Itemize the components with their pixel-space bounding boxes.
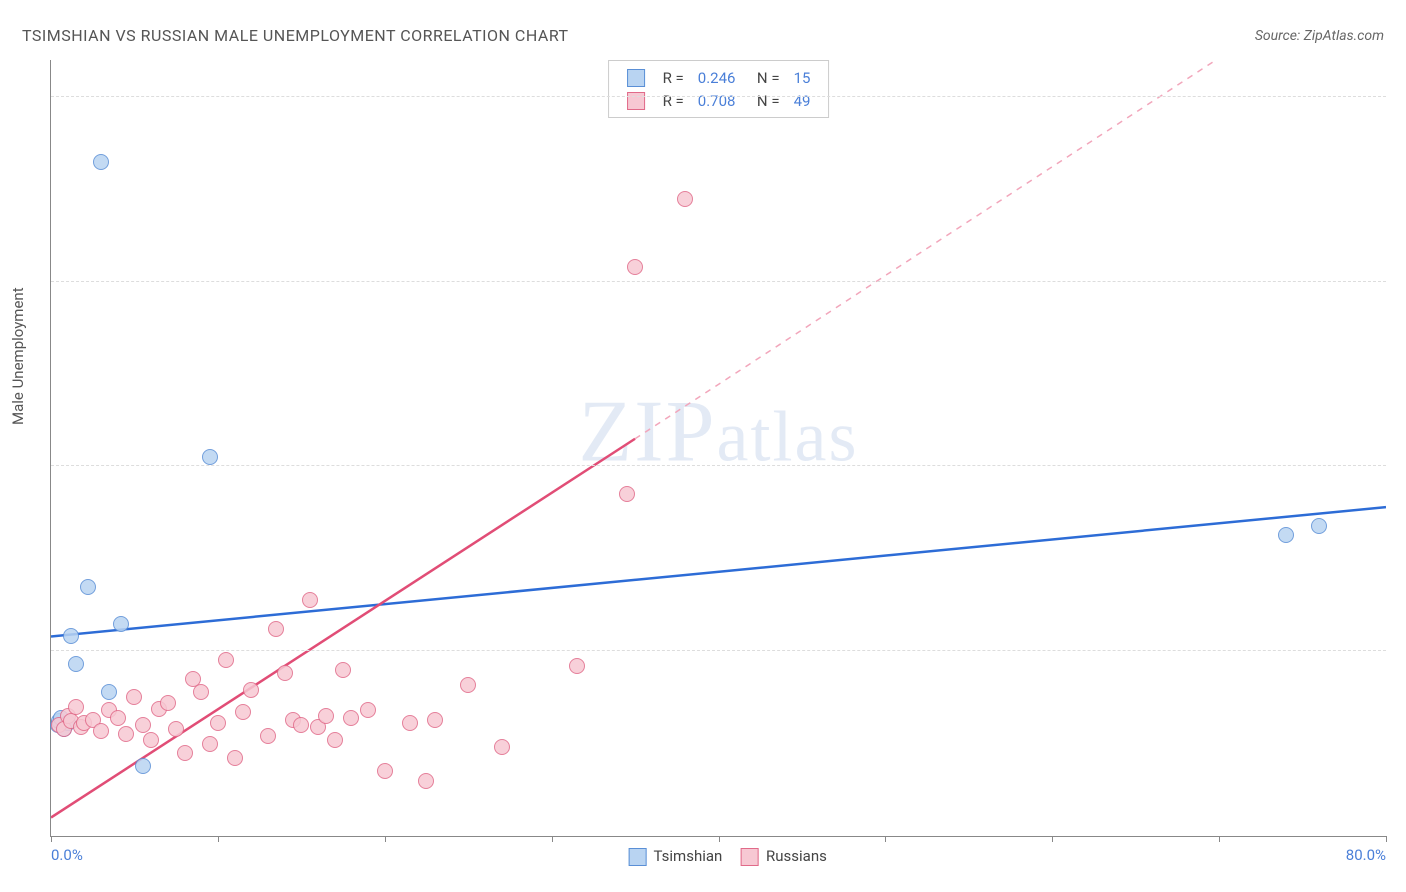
- x-tick: [51, 836, 52, 842]
- scatter-point: [1278, 527, 1294, 543]
- scatter-point: [202, 736, 218, 752]
- x-tick: [552, 836, 553, 842]
- scatter-point: [93, 723, 109, 739]
- scatter-point: [569, 658, 585, 674]
- x-tick: [1052, 836, 1053, 842]
- scatter-point: [619, 486, 635, 502]
- scatter-point: [260, 728, 276, 744]
- scatter-point: [227, 750, 243, 766]
- scatter-point: [360, 702, 376, 718]
- trend-line: [51, 507, 1386, 636]
- scatter-point: [1311, 518, 1327, 534]
- scatter-point: [126, 689, 142, 705]
- scatter-point: [402, 715, 418, 731]
- scatter-point: [202, 449, 218, 465]
- x-tick: [385, 836, 386, 842]
- x-tick: [1386, 836, 1387, 842]
- scatter-point: [177, 745, 193, 761]
- chart-container: TSIMSHIAN VS RUSSIAN MALE UNEMPLOYMENT C…: [0, 0, 1406, 892]
- legend-stat-row: R =0.708 N =49: [621, 90, 817, 111]
- scatter-point: [68, 656, 84, 672]
- scatter-point: [418, 773, 434, 789]
- stat-r-label: R =: [657, 90, 690, 111]
- scatter-point: [93, 154, 109, 170]
- x-tick: [1219, 836, 1220, 842]
- scatter-point: [302, 592, 318, 608]
- watermark: ZIPatlas: [579, 382, 859, 483]
- scatter-point: [193, 684, 209, 700]
- scatter-point: [235, 704, 251, 720]
- legend-stat-row: R =0.246 N =15: [621, 67, 817, 88]
- scatter-point: [677, 191, 693, 207]
- x-tick: [885, 836, 886, 842]
- stat-n-value: 15: [788, 67, 817, 88]
- scatter-point: [101, 684, 117, 700]
- x-tick: [218, 836, 219, 842]
- scatter-point: [494, 739, 510, 755]
- scatter-point: [343, 710, 359, 726]
- grid-line: [51, 465, 1386, 466]
- x-tick-label: 0.0%: [51, 846, 83, 864]
- legend-label: Tsimshian: [650, 847, 722, 865]
- scatter-point: [460, 677, 476, 693]
- grid-line: [51, 650, 1386, 651]
- plot-area: ZIPatlas R =0.246 N =15R =0.708 N =49 Ts…: [50, 60, 1386, 837]
- scatter-point: [110, 710, 126, 726]
- stat-n-label: N =: [743, 90, 785, 111]
- scatter-point: [277, 665, 293, 681]
- trend-lines: [51, 60, 1386, 836]
- y-axis-label: Male Unemployment: [9, 287, 27, 425]
- scatter-point: [63, 628, 79, 644]
- chart-title: TSIMSHIAN VS RUSSIAN MALE UNEMPLOYMENT C…: [22, 26, 569, 45]
- scatter-point: [218, 652, 234, 668]
- legend-swatch: [740, 848, 758, 866]
- stat-r-value: 0.708: [692, 90, 742, 111]
- scatter-point: [135, 758, 151, 774]
- scatter-point: [160, 695, 176, 711]
- source-label: Source: ZipAtlas.com: [1255, 28, 1384, 44]
- grid-line: [51, 281, 1386, 282]
- scatter-point: [168, 721, 184, 737]
- scatter-point: [135, 717, 151, 733]
- legend-swatch: [627, 69, 645, 87]
- stat-n-value: 49: [788, 90, 817, 111]
- scatter-point: [268, 621, 284, 637]
- legend-bottom: Tsimshian Russians: [610, 847, 827, 866]
- scatter-point: [327, 732, 343, 748]
- legend-swatch: [627, 92, 645, 110]
- scatter-point: [68, 699, 84, 715]
- scatter-point: [143, 732, 159, 748]
- stat-n-label: N =: [743, 67, 785, 88]
- scatter-point: [80, 579, 96, 595]
- scatter-point: [293, 717, 309, 733]
- scatter-point: [243, 682, 259, 698]
- scatter-point: [427, 712, 443, 728]
- stat-r-label: R =: [657, 67, 690, 88]
- legend-top: R =0.246 N =15R =0.708 N =49: [608, 60, 830, 118]
- scatter-point: [335, 662, 351, 678]
- x-tick-label: 80.0%: [1346, 846, 1386, 864]
- x-tick: [719, 836, 720, 842]
- scatter-point: [118, 726, 134, 742]
- scatter-point: [318, 708, 334, 724]
- scatter-point: [377, 763, 393, 779]
- grid-line: [51, 96, 1386, 97]
- legend-swatch: [628, 848, 646, 866]
- scatter-point: [210, 715, 226, 731]
- legend-label: Russians: [762, 847, 827, 865]
- stat-r-value: 0.246: [692, 67, 742, 88]
- scatter-point: [113, 616, 129, 632]
- scatter-point: [627, 259, 643, 275]
